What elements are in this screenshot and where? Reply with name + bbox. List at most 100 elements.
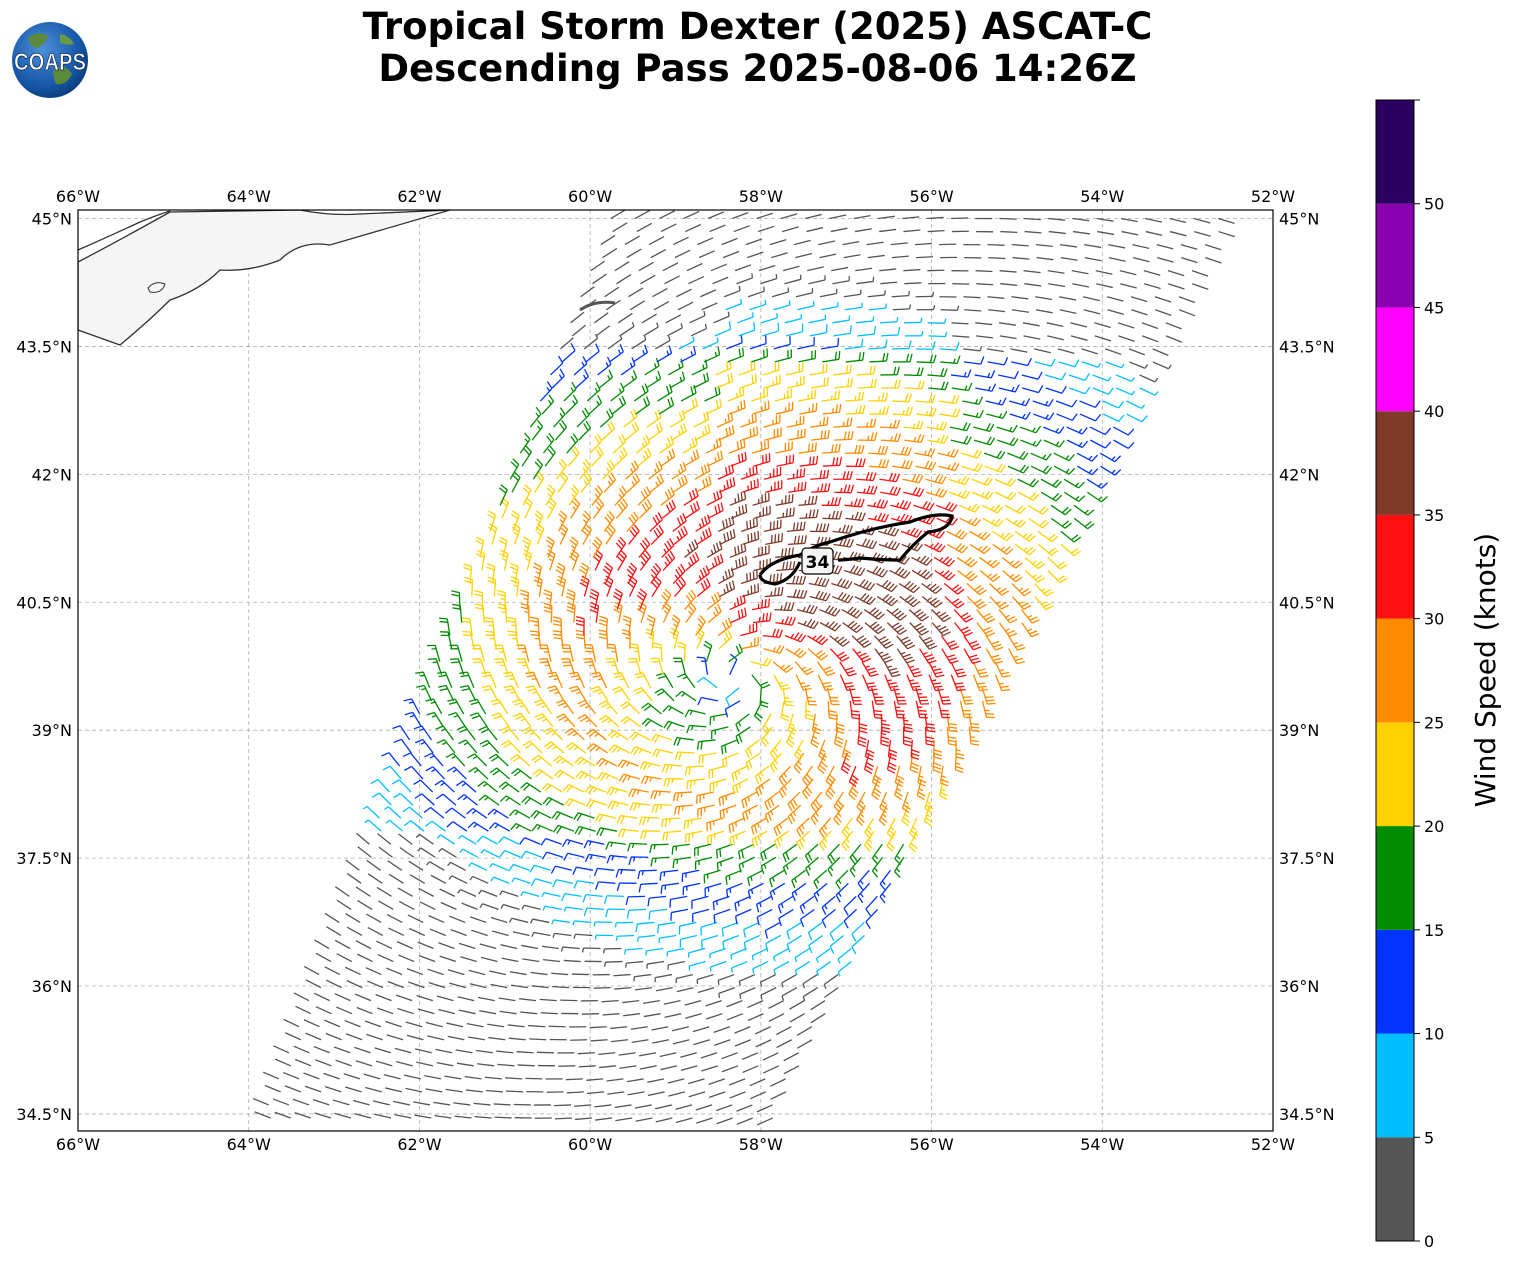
wind-barb [896, 648, 915, 664]
wind-barb [837, 948, 852, 964]
wind-barb [890, 242, 908, 246]
wind-barb [804, 843, 819, 864]
wind-barb [959, 517, 981, 527]
wind-barb [563, 381, 577, 402]
wind-barb [507, 1024, 525, 1028]
wind-barb [1090, 439, 1112, 449]
wind-barb [437, 684, 455, 702]
wind-barb [955, 739, 965, 760]
wind-barb [861, 661, 879, 678]
wind-barb [666, 947, 685, 957]
wind-barb [521, 944, 539, 950]
wind-barb [651, 1026, 669, 1031]
wind-barb [586, 1078, 604, 1081]
wind-barb [1068, 373, 1090, 381]
wind-barb [1126, 400, 1146, 410]
wind-barb [691, 895, 709, 909]
wind-barb [663, 720, 685, 730]
wind-barb [552, 932, 572, 938]
wind-barb [516, 644, 530, 662]
wind-barb [962, 396, 984, 405]
wind-barb [445, 1088, 463, 1093]
wind-barb [878, 540, 901, 551]
wind-barb [1072, 217, 1090, 222]
wind-barb [582, 893, 603, 903]
lon-tick-top: 52°W [1251, 187, 1295, 206]
wind-barb [561, 343, 576, 363]
wind-barb [700, 289, 717, 298]
wind-barb [903, 367, 924, 377]
wind-barb [430, 874, 447, 884]
wind-barb [1011, 596, 1032, 610]
wind-barb [842, 240, 860, 246]
wind-barb [787, 791, 801, 812]
wind-barb [614, 447, 628, 467]
wind-barb [474, 1115, 492, 1119]
wind-barb [581, 947, 601, 953]
wind-barb [1156, 257, 1174, 263]
wind-barb [446, 766, 467, 780]
wind-barb [787, 589, 808, 599]
wind-barb [700, 1052, 718, 1059]
wind-barb [634, 210, 651, 220]
wind-barb [635, 396, 651, 415]
wind-barb [1106, 296, 1124, 302]
wind-barb [552, 824, 575, 834]
wind-barb [508, 863, 530, 872]
wind-barb [851, 921, 865, 942]
wind-barb [734, 908, 752, 925]
wind-barb [618, 1052, 636, 1056]
wind-barb [722, 250, 740, 259]
wind-barb [325, 979, 342, 989]
wind-barb [541, 394, 555, 415]
wind-barb [547, 497, 557, 519]
wind-barb [707, 211, 724, 220]
wind-barb [414, 1114, 432, 1119]
wind-barb [728, 643, 743, 663]
lat-tick-right: 39°N [1279, 721, 1319, 740]
wind-barb [581, 1013, 599, 1015]
wind-barb [304, 1085, 322, 1093]
wind-barb [463, 563, 473, 584]
wind-barb [697, 986, 715, 994]
wind-barb [648, 422, 663, 441]
wind-barb [781, 974, 797, 988]
wind-barb [763, 414, 781, 428]
wind-barb [553, 1104, 572, 1107]
wind-barb [919, 648, 937, 664]
wind-barb [856, 365, 876, 376]
wind-barb [595, 757, 618, 767]
wind-barb [735, 713, 750, 733]
wind-barb [1094, 335, 1112, 342]
wind-barb [943, 583, 965, 595]
wind-barb [695, 475, 712, 493]
wind-barb [553, 769, 576, 780]
wind-barb [784, 313, 802, 324]
wind-barb [751, 387, 769, 402]
wind-barb [760, 843, 776, 862]
wind-barb [782, 856, 798, 876]
wind-barb [829, 214, 847, 220]
wind-barb [994, 661, 1011, 678]
wind-barb [726, 882, 743, 898]
wind-barb [745, 238, 763, 246]
wind-barb [541, 892, 561, 898]
wind-barb [785, 323, 804, 337]
wind-barb [563, 906, 583, 912]
wind-barb [751, 348, 769, 363]
wind-barb [629, 300, 645, 311]
wind-barb [798, 350, 817, 363]
wind-barb [499, 849, 521, 858]
wind-barb [696, 527, 712, 545]
wind-barb [586, 728, 607, 741]
wind-barb [841, 817, 853, 839]
wind-barb [1082, 296, 1100, 302]
wind-barb [998, 622, 1018, 638]
wind-barb [612, 588, 623, 610]
wind-barb [911, 569, 934, 580]
wind-barb [563, 959, 581, 963]
wind-barb [845, 391, 865, 402]
wind-barb [391, 779, 412, 793]
wind-barb [950, 435, 972, 445]
wind-barb [950, 369, 972, 378]
